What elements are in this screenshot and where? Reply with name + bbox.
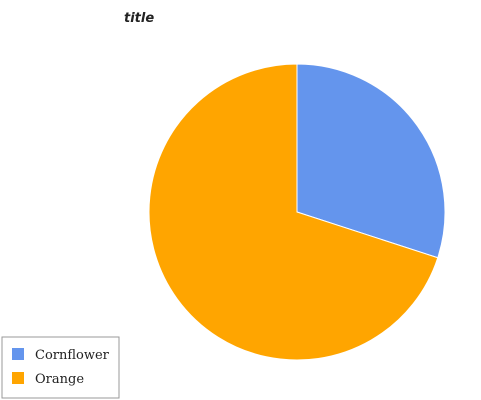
chart-title: title <box>124 11 154 26</box>
legend-box <box>2 337 119 398</box>
legend-label-cornflower: Cornflower <box>35 348 110 363</box>
legend-label-orange: Orange <box>35 372 84 387</box>
legend-swatch-orange <box>12 372 24 384</box>
legend-swatch-cornflower <box>12 348 24 360</box>
pie-slices <box>149 64 445 360</box>
legend: Cornflower Orange <box>2 337 119 398</box>
